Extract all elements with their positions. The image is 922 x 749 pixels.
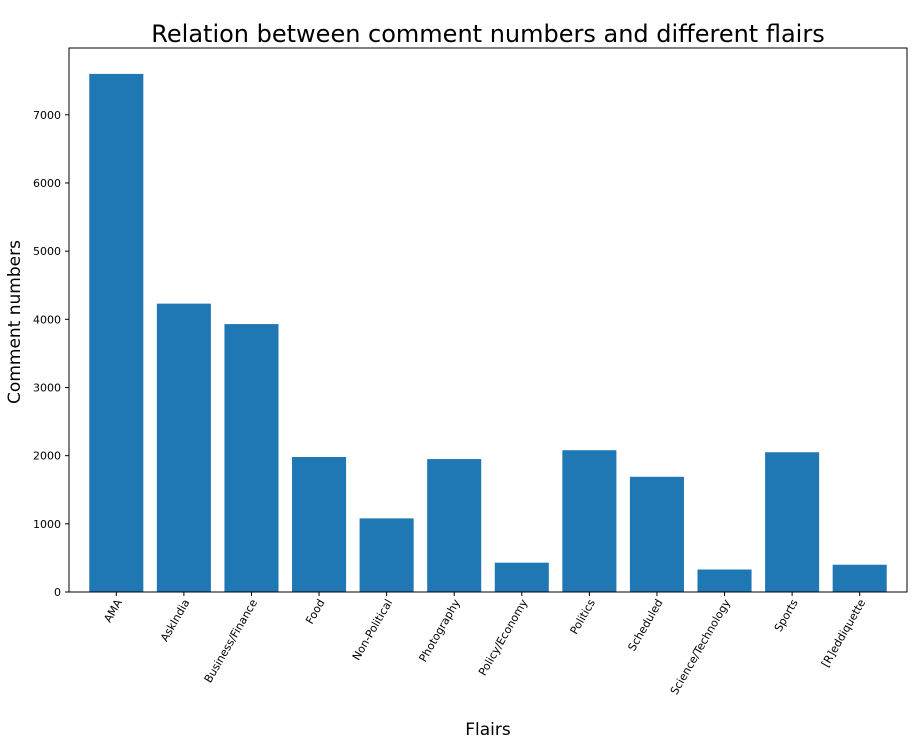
- bar-4: [359, 518, 414, 592]
- x-tick-label-8: Scheduled: [626, 597, 666, 653]
- x-tick-label-4: Non-Political: [350, 597, 395, 663]
- bar-6: [494, 562, 549, 592]
- bar-9: [697, 569, 752, 592]
- x-tick-label-6: Policy/Economy: [476, 597, 531, 678]
- bar-0: [89, 73, 144, 592]
- x-tick-label-10: Sports: [772, 597, 801, 634]
- bar-8: [629, 476, 684, 592]
- x-tick-label-2: Business/Finance: [202, 597, 261, 685]
- y-tick-label-3: 3000: [33, 381, 61, 394]
- x-tick-label-1: AskIndia: [158, 597, 193, 644]
- y-tick-label-5: 5000: [33, 245, 61, 258]
- bar-3: [292, 457, 347, 592]
- bar-2: [224, 324, 279, 592]
- x-tick-label-3: Food: [303, 597, 327, 626]
- y-tick-label-4: 4000: [33, 313, 61, 326]
- plot-area: 0 1000 2000 3000 4000 5000 6000 7000 AMA AskIndia…: [33, 47, 908, 697]
- bar-10: [765, 452, 820, 592]
- x-tick-label-9: Science/Technology: [668, 597, 733, 697]
- y-tick-label-1: 1000: [33, 518, 61, 531]
- y-tick-label-2: 2000: [33, 450, 61, 463]
- y-tick-label-0: 0: [54, 586, 61, 599]
- y-tick-label-6: 6000: [33, 177, 61, 190]
- y-axis-label: Comment numbers: [5, 240, 25, 404]
- chart-title: Relation between comment numbers and dif…: [151, 20, 824, 48]
- bar-1: [156, 303, 211, 592]
- bar-7: [562, 450, 617, 592]
- x-tick-label-11: [R]eddiquette: [819, 597, 868, 670]
- x-tick-label-0: AMA: [101, 597, 125, 625]
- y-tick-label-7: 7000: [33, 109, 61, 122]
- bar-11: [832, 564, 887, 592]
- bar-5: [427, 459, 482, 592]
- x-axis-label: Flairs: [465, 720, 511, 740]
- x-tick-label-7: Politics: [568, 597, 599, 637]
- x-tick-label-5: Photography: [417, 597, 464, 665]
- axes-frame: [68, 47, 908, 593]
